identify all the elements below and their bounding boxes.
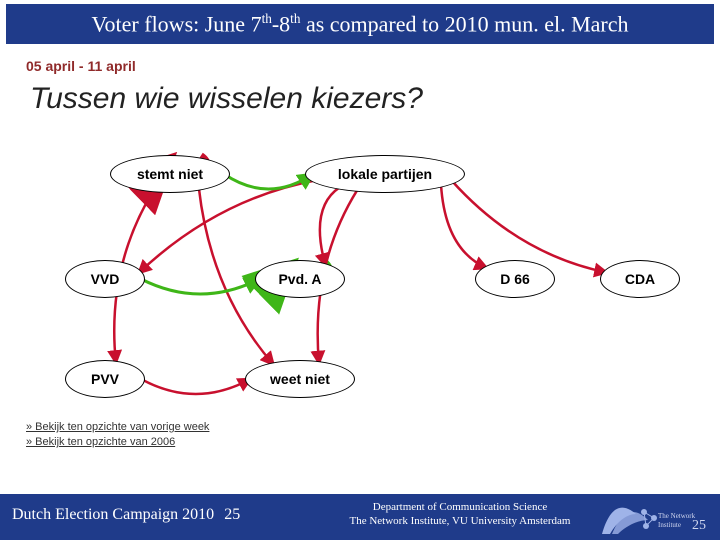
node-stemt-niet: stemt niet bbox=[110, 155, 230, 193]
title-sup1: th bbox=[262, 11, 272, 26]
edge-lokale-d66 bbox=[441, 185, 487, 269]
footer-page-right: 25 bbox=[692, 518, 706, 534]
footer-left-page: 25 bbox=[224, 506, 240, 523]
footer-dept1: Department of Communication Science bbox=[330, 500, 590, 514]
date-range: 05 april - 11 april bbox=[26, 58, 136, 74]
title-post: as compared to 2010 mun. el. March bbox=[300, 11, 628, 36]
svg-text:Institute: Institute bbox=[658, 521, 681, 529]
node-vvd: VVD bbox=[65, 260, 145, 298]
svg-text:The Network: The Network bbox=[658, 512, 696, 520]
footer-dept2: The Network Institute, VU University Ams… bbox=[330, 514, 590, 528]
edge-lokale-vvd bbox=[139, 180, 318, 273]
slide: Voter flows: June 7th-8th as compared to… bbox=[0, 0, 720, 540]
edge-vvd-pvda bbox=[141, 279, 260, 294]
footer-title: Dutch Election Campaign 2010 bbox=[12, 506, 214, 523]
title-sup2: th bbox=[290, 11, 300, 26]
node-d66: D 66 bbox=[475, 260, 555, 298]
title-bar: Voter flows: June 7th-8th as compared to… bbox=[6, 4, 714, 44]
node-cda: CDA bbox=[600, 260, 680, 298]
subtitle: Tussen wie wisselen kiezers? bbox=[26, 80, 427, 118]
footer-left: Dutch Election Campaign 2010 25 bbox=[12, 506, 240, 524]
node-weet-niet: weet niet bbox=[245, 360, 355, 398]
link-prev-week[interactable]: » Bekijk ten opzichte van vorige week bbox=[26, 420, 209, 435]
node-pvv: PVV bbox=[65, 360, 145, 398]
title-pre: Voter flows: June 7 bbox=[91, 11, 261, 36]
footer-center: Department of Communication Science The … bbox=[330, 500, 590, 529]
edge-pvv-weet_niet bbox=[141, 379, 251, 394]
edge-stemt_niet-lokale bbox=[224, 174, 313, 189]
node-pvda: Pvd. A bbox=[255, 260, 345, 298]
node-lokale: lokale partijen bbox=[305, 155, 465, 193]
link-2006[interactable]: » Bekijk ten opzichte van 2006 bbox=[26, 435, 209, 450]
title-text: Voter flows: June 7th-8th as compared to… bbox=[91, 11, 628, 37]
flow-diagram: stemt niet lokale partijen VVD Pvd. A D 66 CD… bbox=[30, 135, 690, 425]
footer-bar: Dutch Election Campaign 2010 25 Departme… bbox=[0, 494, 720, 540]
title-mid: -8 bbox=[272, 11, 290, 36]
edge-lokale-cda bbox=[452, 181, 607, 273]
compare-links: » Bekijk ten opzichte van vorige week » … bbox=[26, 420, 209, 451]
